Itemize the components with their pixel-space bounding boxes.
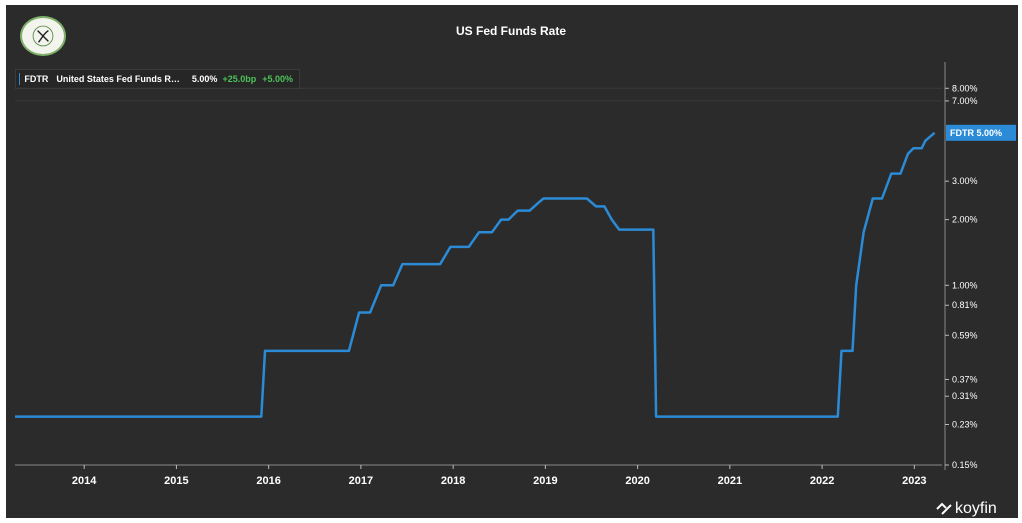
koyfin-icon [936,502,952,515]
legend-value: 5.00% [191,74,218,84]
y-tick-label: 2.00% [952,215,978,225]
logo-emblem [32,25,54,47]
y-tick-label: 0.59% [952,330,978,340]
series-line-fdtr [15,131,936,418]
x-tick-label: 2021 [718,475,742,487]
y-tick-label: 0.31% [952,391,978,401]
legend-change-bp: +25.0bp [222,74,257,84]
x-tick-label: 2015 [164,475,188,487]
price-tag: FDTR 5.00% [946,124,1016,141]
brand-logo [20,16,66,56]
y-tick-label: 8.00% [952,83,978,93]
x-tick-label: 2022 [810,475,834,487]
brand-name: koyfin [955,500,997,517]
y-tick-label: 3.00% [952,176,978,186]
x-tick-label: 2016 [256,475,280,487]
legend-symbol: FDTR [24,74,49,84]
y-tick-label: 0.23% [952,420,978,430]
legend-series-name: United States Fed Funds R… [56,74,180,84]
y-tick-label: 0.81% [952,300,978,310]
plot-area [15,87,942,418]
legend-change-pct: +5.00% [262,74,293,84]
x-tick-label: 2020 [625,475,649,487]
y-tick-label: 7.00% [952,96,978,106]
chart-frame [6,5,1018,518]
chart-title: US Fed Funds Rate [455,24,566,38]
y-tick-label: 1.00% [952,280,978,290]
x-tick-label: 2019 [533,475,557,487]
x-tick-label: 2023 [902,475,926,487]
x-tick-label: 2018 [441,475,465,487]
y-tick-label: 0.15% [952,460,978,470]
x-axis: 2014 2015 2016 2017 2018 2019 2020 2021 2022 2023 [15,464,942,487]
price-tag-label: FDTR 5.00% [950,128,1002,138]
y-axis: 0.15% 0.23% 0.31% 0.37% 0.59% 0.81% 1.00% 2.00%… [944,62,978,470]
price-tag-box [946,124,1016,141]
koyfin-brand: koyfin [936,500,997,518]
x-tick-label: 2017 [349,475,373,487]
y-tick-label: 0.37% [952,374,978,384]
x-tick-label: 2014 [72,475,97,487]
